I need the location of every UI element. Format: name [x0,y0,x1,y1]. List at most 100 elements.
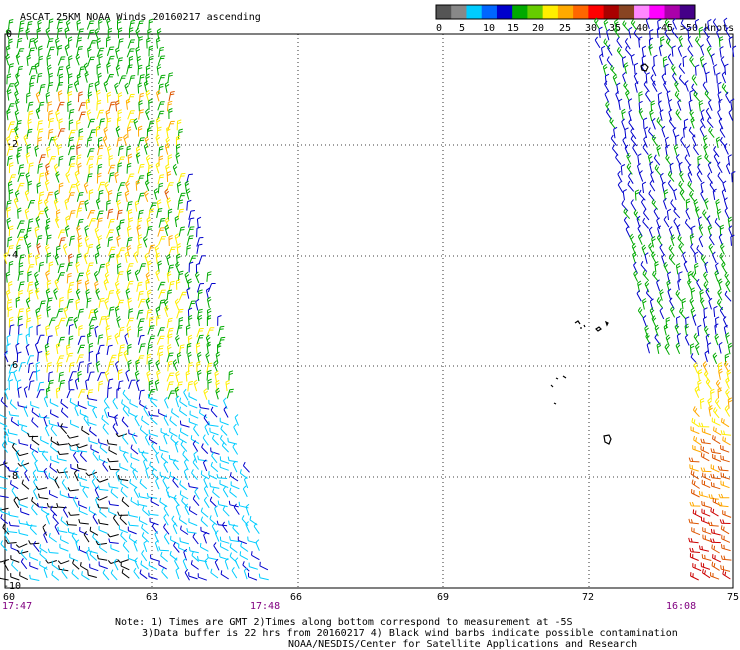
wind-barb [27,180,32,192]
wind-barb [667,53,674,65]
wind-barb [6,73,12,85]
wind-barb [102,460,109,472]
wind-barb [703,26,710,38]
wind-barb [694,262,699,275]
wind-barb [691,271,699,283]
wind-barb [114,332,120,345]
wind-barb [66,317,74,327]
wind-barb [712,251,717,264]
wind-barb [179,537,190,545]
wind-barb [72,451,79,464]
wind-barb [43,198,49,210]
wind-barb [88,189,94,201]
wind-barb [174,557,180,569]
wind-barb [716,72,721,84]
wind-barb [25,343,30,356]
wind-barb [687,35,693,48]
wind-barb [48,317,57,327]
wind-barb [210,406,218,418]
wind-barb [726,369,732,382]
wind-barb [661,254,666,266]
wind-barb [21,459,28,471]
wind-barb [141,450,148,462]
wind-barb [66,262,73,272]
wind-barb [33,37,39,50]
wind-barb [178,291,187,301]
wind-barb [666,90,671,102]
wind-barb [124,333,129,345]
wind-barb [175,395,180,408]
wind-barb [722,180,727,193]
wind-barb [693,90,701,102]
wind-barb [47,64,52,76]
wind-barb [175,567,180,580]
wind-barb [17,308,24,319]
wind-barb [60,407,69,418]
wind-barb [28,326,33,337]
wind-barb [110,544,120,553]
wind-barb [139,569,148,580]
wind-barb [51,570,60,581]
wind-barb [57,56,66,66]
wind-barb [188,261,194,273]
wind-barb [58,379,66,391]
wind-barb [115,47,120,59]
wind-barb [102,569,110,581]
wind-barb [610,134,617,146]
wind-barb [685,316,690,328]
wind-barb [84,279,90,292]
wind-barb [112,423,119,435]
wind-barb [88,316,97,326]
wind-barb [167,491,177,500]
wind-barb [40,436,49,445]
wind-barb [35,369,41,381]
wind-barb [692,563,702,572]
y-tick-1: -2 [6,139,18,150]
wind-barb [146,492,158,499]
wind-barb [38,84,46,95]
wind-barb [31,496,39,507]
wind-barb [145,108,150,121]
wind-barb [204,557,209,570]
wind-barb [196,243,203,254]
wind-barb [683,126,688,138]
wind-barb [128,408,137,418]
wind-barb [36,467,47,473]
wind-barb [217,342,222,354]
wind-barb [59,543,69,552]
wind-barb [11,561,19,572]
wind-barb [174,298,180,311]
wind-barb [187,380,194,392]
wind-barb [78,111,86,121]
wind-barb [190,560,199,570]
wind-barb [611,144,619,156]
wind-barb [623,208,631,220]
wind-barb [68,378,73,391]
wind-barb [141,524,149,535]
wind-barb [3,425,9,437]
wind-barb [206,341,212,354]
wind-barb [23,405,29,417]
wind-barb [98,455,108,464]
wind-barb [116,299,125,310]
wind-barb [147,335,156,346]
wind-barb [126,162,132,174]
wind-barb [613,26,621,38]
wind-barb [166,327,174,338]
wind-barb [178,173,186,183]
wind-barb [196,361,201,373]
wind-barb [52,513,60,525]
wind-barb [175,370,180,383]
wind-barb [192,533,199,545]
wind-barb [92,469,99,481]
wind-barb [122,389,130,401]
wind-barb [140,560,149,570]
legend-swatch [634,5,650,19]
wind-barb [604,80,610,93]
wind-barb [75,181,81,193]
x-tick-0: 60 [3,592,15,603]
wind-barb [144,190,149,202]
wind-barb [137,318,145,328]
wind-barb [76,37,83,48]
wind-barb [203,414,210,426]
